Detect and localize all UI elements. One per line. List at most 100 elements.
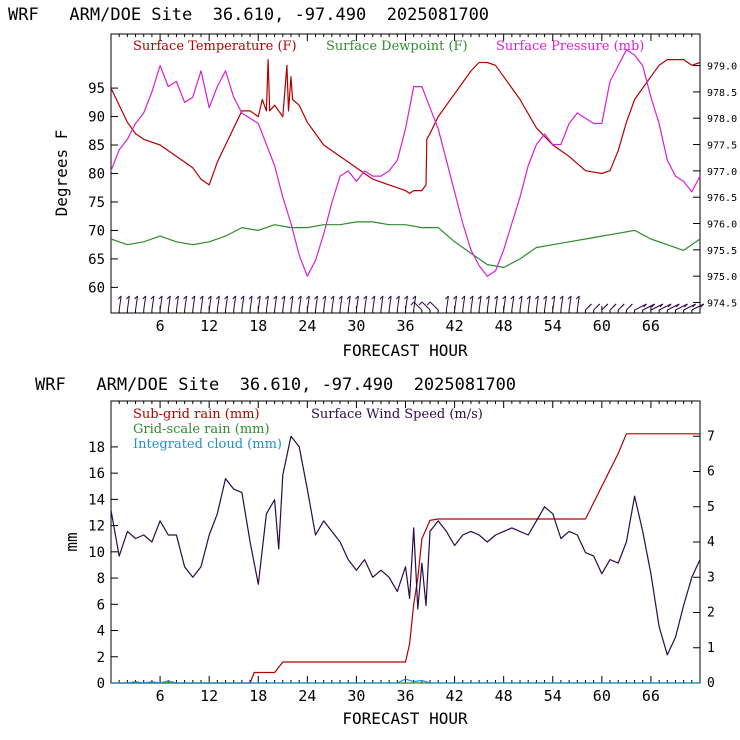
series-line-surface-pressure-mb xyxy=(110,49,701,277)
x-tick-label: 36 xyxy=(396,687,414,705)
y-tick-label: 12 xyxy=(88,519,105,535)
y-tick-label: 8 xyxy=(97,571,105,587)
wind-barb-flag xyxy=(240,295,245,300)
wind-barb-flag xyxy=(273,295,277,300)
wind-barb xyxy=(511,295,515,311)
wind-barb-flag xyxy=(117,295,122,300)
x-tick-label: 48 xyxy=(495,317,513,335)
y2-tick-label: 1 xyxy=(707,641,715,656)
wind-barb-flag xyxy=(629,303,633,308)
legend-surface-wind-speed: Surface Wind Speed (m/s) xyxy=(311,407,483,422)
top-xlabel: FORECAST HOUR xyxy=(342,341,468,360)
wind-barb-flag xyxy=(215,295,220,300)
bottom-series xyxy=(110,433,701,684)
series-line-surface-dewpoint-f xyxy=(110,221,701,268)
wind-barb xyxy=(216,295,220,311)
wind-barb-flag xyxy=(596,303,601,308)
wind-barb xyxy=(388,295,392,311)
series-line-surface-temperature-f xyxy=(110,58,701,194)
series-line-surface-wind-speed-m-s xyxy=(110,435,701,656)
bottom-ylabel: mm xyxy=(62,532,81,551)
top-x-ticks: 6 12 18 24 30 36 42 48 54 60 66 xyxy=(118,34,693,335)
y-tick-label: 60 xyxy=(88,280,105,296)
x-tick-label: 30 xyxy=(347,317,365,335)
wind-barb-flag xyxy=(502,295,507,300)
wind-barb-flag xyxy=(289,295,294,300)
x-tick-label: 48 xyxy=(495,687,513,705)
wind-barb xyxy=(290,295,294,311)
wind-barb-flag xyxy=(469,295,474,300)
wind-barb xyxy=(519,295,523,311)
y2-tick-label: 979.0 xyxy=(707,62,737,73)
x-tick-label: 6 xyxy=(156,687,165,705)
bottom-xlabel: FORECAST HOUR xyxy=(342,709,468,728)
wind-barb-flag xyxy=(265,295,269,300)
wind-barb xyxy=(667,303,680,311)
wind-barb xyxy=(544,295,548,311)
wind-barb xyxy=(486,295,490,311)
wind-barb xyxy=(159,295,163,311)
wind-barb xyxy=(372,295,376,311)
wind-barb-flag xyxy=(387,295,392,300)
y2-tick-label: 975.5 xyxy=(707,246,737,257)
legend-surface-dewpoint: Surface Dewpoint (F) xyxy=(326,39,468,54)
wind-barb xyxy=(527,295,531,311)
y2-tick-label: 976.5 xyxy=(707,193,737,204)
wind-barb-flag xyxy=(191,295,196,300)
wind-barb-flag xyxy=(543,295,547,300)
wind-barb-flag xyxy=(659,303,664,308)
wind-barb xyxy=(233,295,237,311)
wind-barb-flag xyxy=(232,295,237,300)
y2-tick-label: 978.5 xyxy=(707,88,737,99)
legend-subgrid-rain: Sub-grid rain (mm) xyxy=(133,407,260,422)
wind-barb-flag xyxy=(355,295,359,300)
wind-barb xyxy=(315,295,319,311)
wind-barb xyxy=(535,295,539,311)
wind-barb xyxy=(683,303,696,311)
wind-barb-flag xyxy=(575,295,580,300)
wind-barb-flag xyxy=(612,303,617,308)
y-tick-label: 14 xyxy=(88,492,105,508)
wind-barb xyxy=(241,295,245,311)
wind-barb-flag xyxy=(412,295,417,300)
wind-barb-flag xyxy=(126,295,130,300)
x-tick-label: 60 xyxy=(593,317,611,335)
wind-barb xyxy=(454,295,458,311)
wind-barb xyxy=(675,303,688,311)
wind-barb xyxy=(568,295,572,311)
wind-barb-flag xyxy=(346,295,351,300)
x-tick-label: 66 xyxy=(642,687,660,705)
bottom-y-ticks: 0 2 4 6 8 10 12 14 16 18 xyxy=(88,440,118,692)
y-tick-label: 4 xyxy=(97,624,105,640)
x-tick-label: 42 xyxy=(446,317,464,335)
y2-tick-label: 977.0 xyxy=(707,167,737,178)
wind-barb xyxy=(642,303,655,311)
wind-barb xyxy=(257,295,261,311)
wind-barb-flag xyxy=(248,295,253,300)
wind-barb-flag xyxy=(305,295,310,300)
wind-barb-flag xyxy=(404,295,408,300)
wind-barb-flag xyxy=(166,295,171,300)
x-tick-label: 24 xyxy=(298,317,316,335)
y-tick-label: 0 xyxy=(97,676,105,692)
y2-tick-label: 2 xyxy=(707,606,715,621)
y2-tick-label: 977.5 xyxy=(707,141,737,152)
wind-barb xyxy=(364,295,368,311)
wind-barb xyxy=(331,295,335,311)
wind-barb xyxy=(421,301,431,311)
wind-barb-flag xyxy=(224,295,228,300)
wind-barb-flag xyxy=(485,295,490,300)
wind-barb xyxy=(175,295,179,311)
wind-barb-flag xyxy=(700,303,705,308)
y-tick-label: 16 xyxy=(88,466,105,482)
wind-barb-flag xyxy=(684,303,688,308)
x-tick-label: 18 xyxy=(249,687,267,705)
top-y-ticks: 60 65 70 75 80 85 90 95 xyxy=(88,81,118,296)
wind-barb xyxy=(249,295,253,311)
y-tick-label: 18 xyxy=(88,440,105,456)
wind-barb xyxy=(560,295,564,311)
y-tick-label: 75 xyxy=(88,195,105,211)
top-y2-ticks: 974.5 975.0 975.5 976.0 976.5 977.0 977.5 978.0… xyxy=(693,62,737,309)
wind-barb xyxy=(405,295,408,311)
